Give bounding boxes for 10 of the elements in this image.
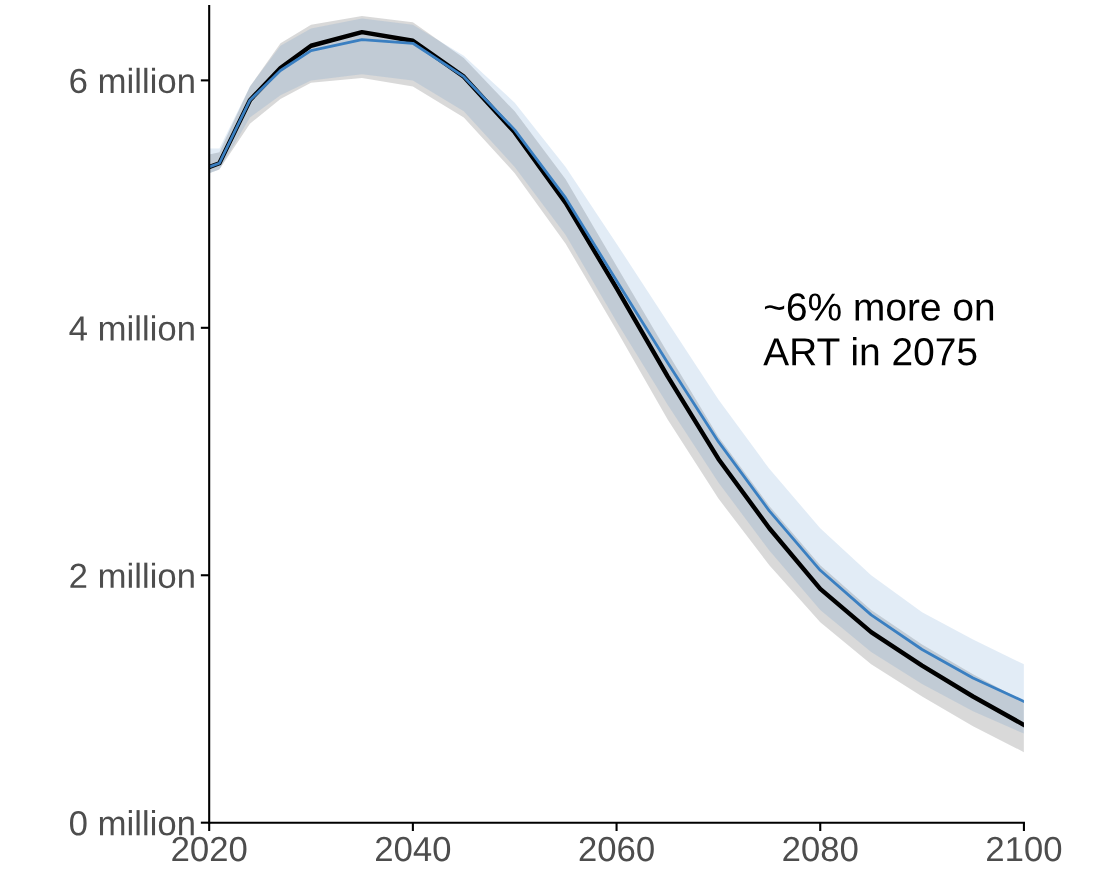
- x-tick-label: 2060: [579, 836, 654, 862]
- y-tick-label: 6 million: [70, 67, 194, 94]
- x-tick-label: 2040: [376, 836, 451, 862]
- x-tick-label: 2080: [783, 836, 858, 862]
- y-tick-label: 0 million: [70, 810, 194, 836]
- x-tick-label: 2020: [172, 836, 247, 862]
- y-tick-label: 4 million: [69, 315, 194, 341]
- y-tick-label: 2 million: [70, 562, 194, 589]
- annotation: ~6% more on ART in 2075: [763, 293, 994, 366]
- x-tick-label: 2100: [987, 836, 1062, 862]
